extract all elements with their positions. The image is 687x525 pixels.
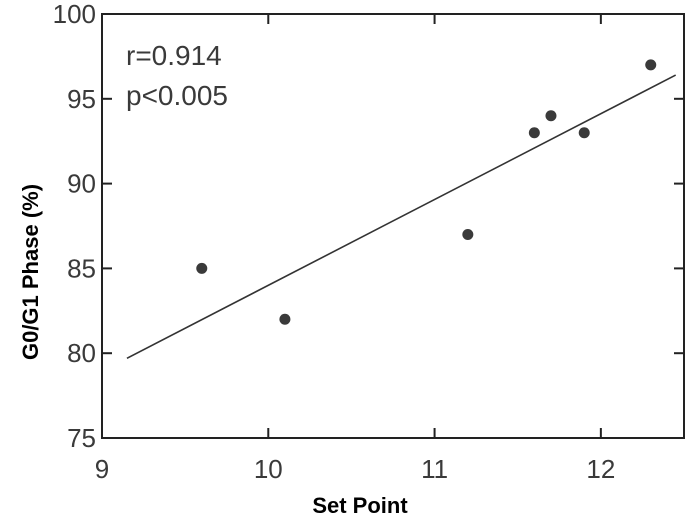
data-point <box>196 262 208 274</box>
y-axis-label: G0/G1 Phase (%) <box>18 184 43 360</box>
y-tick-label: 100 <box>53 0 96 29</box>
stat-annotation: p<0.005 <box>126 80 228 111</box>
data-point <box>528 127 540 139</box>
x-tick-label: 12 <box>586 454 615 484</box>
stat-annotation: r=0.914 <box>126 40 222 71</box>
y-tick-label: 95 <box>67 84 96 114</box>
y-tick-label: 85 <box>67 253 96 283</box>
x-tick-label: 9 <box>95 454 109 484</box>
data-point <box>645 59 657 71</box>
x-tick-label: 11 <box>421 454 448 484</box>
x-axis-label: Set Point <box>312 493 408 518</box>
y-tick-label: 75 <box>67 423 96 453</box>
y-tick-label: 80 <box>67 338 96 368</box>
data-point <box>279 313 291 325</box>
data-point <box>545 110 557 122</box>
x-tick-label: 10 <box>254 454 283 484</box>
regression-line <box>126 74 677 359</box>
data-point <box>578 127 590 139</box>
data-point <box>462 228 474 240</box>
y-tick-label: 90 <box>67 169 96 199</box>
plot-frame <box>101 13 685 439</box>
